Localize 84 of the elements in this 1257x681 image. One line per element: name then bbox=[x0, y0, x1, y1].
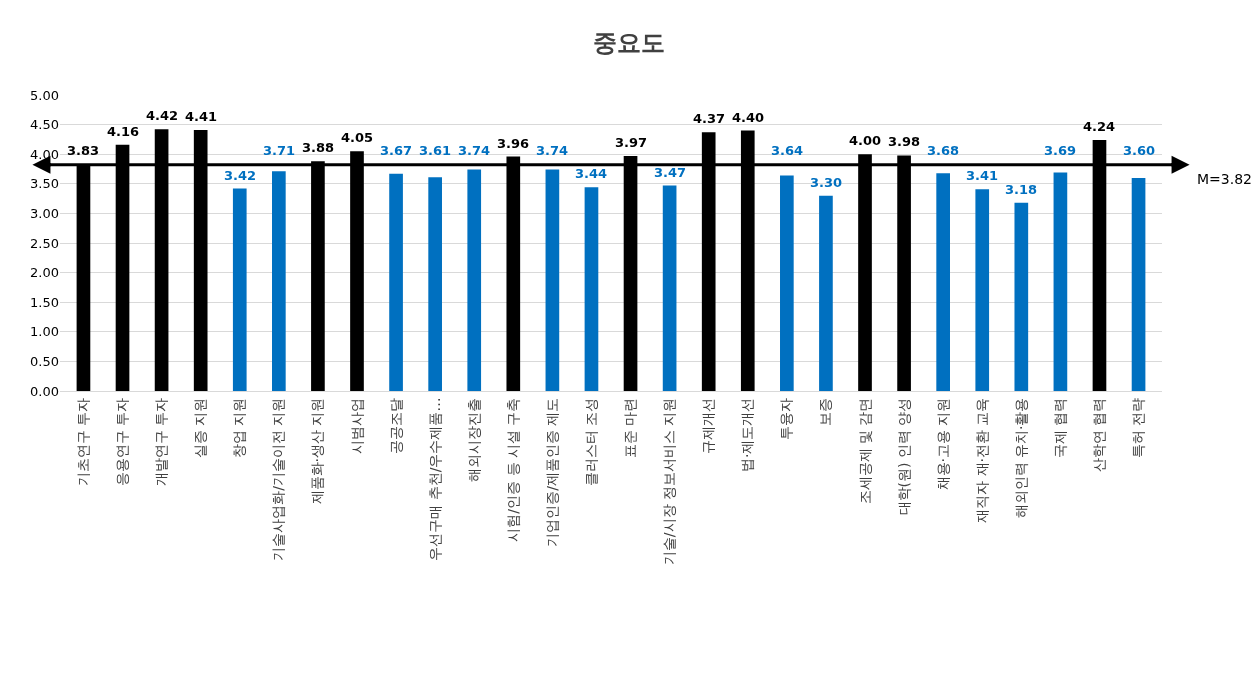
y-tick-label: 1.00 bbox=[30, 324, 59, 340]
x-tick-label: 공공조달 bbox=[387, 397, 404, 454]
data-label: 3.18 bbox=[1005, 182, 1038, 197]
data-label: 3.41 bbox=[966, 168, 999, 183]
data-label: 4.00 bbox=[849, 133, 882, 148]
bar bbox=[1053, 172, 1068, 391]
bar bbox=[1014, 202, 1029, 391]
y-tick-label: 5.00 bbox=[30, 87, 59, 103]
x-tick-label: 조세공제 및 감면 bbox=[856, 397, 873, 505]
x-tick-label: 보증 bbox=[817, 397, 834, 426]
data-label: 3.68 bbox=[927, 143, 960, 158]
y-tick-label: 0.00 bbox=[30, 383, 59, 399]
chart-title: 중요도 bbox=[592, 28, 665, 57]
x-tick-label: 기초연구 투자 bbox=[75, 397, 91, 487]
y-tick-label: 3.50 bbox=[30, 176, 59, 192]
bar bbox=[545, 169, 560, 391]
bar bbox=[467, 169, 482, 391]
data-label: 3.30 bbox=[810, 175, 843, 190]
x-tick-label: 해외인력 유치·활용 bbox=[1012, 397, 1029, 519]
data-label: 3.44 bbox=[575, 166, 608, 181]
ref-line-label: M=3.82 bbox=[1197, 171, 1252, 187]
bar bbox=[389, 173, 403, 391]
data-label: 3.74 bbox=[536, 143, 569, 158]
x-tick-label: 투융자 bbox=[778, 397, 795, 440]
x-tick-label: 해외시장진출 bbox=[465, 397, 482, 482]
bar bbox=[975, 189, 990, 391]
x-tick-label: 우선구매 추천/우수제품… bbox=[426, 397, 443, 561]
x-tick-label: 클러스터 조성 bbox=[583, 397, 600, 487]
bar bbox=[272, 171, 286, 391]
data-label: 4.37 bbox=[693, 111, 726, 126]
y-tick-label: 1.50 bbox=[30, 294, 59, 310]
data-label: 4.24 bbox=[1083, 119, 1116, 134]
data-label: 4.05 bbox=[341, 130, 374, 145]
data-label: 4.40 bbox=[732, 110, 765, 125]
y-tick-label: 4.00 bbox=[30, 146, 59, 162]
bar bbox=[1131, 177, 1146, 391]
x-tick-label: 시범사업 bbox=[348, 397, 365, 454]
data-label: 3.64 bbox=[771, 143, 804, 158]
x-tick-label: 시험/인증 등 시설 구축 bbox=[504, 397, 521, 542]
data-label: 3.47 bbox=[654, 165, 687, 180]
x-tick-label: 규제개선 bbox=[700, 397, 717, 454]
x-tick-label: 응용연구 투자 bbox=[114, 397, 131, 487]
data-label: 3.60 bbox=[1123, 143, 1156, 158]
data-label: 4.41 bbox=[185, 109, 218, 124]
x-tick-label: 기술사업화/기술이전 지원 bbox=[270, 397, 287, 561]
bar bbox=[584, 187, 599, 391]
x-tick-label: 채용·고용 지원 bbox=[934, 397, 951, 491]
x-tick-label: 개발연구 투자 bbox=[153, 397, 170, 487]
data-label: 3.74 bbox=[458, 143, 491, 158]
bar bbox=[662, 185, 677, 391]
data-label: 4.16 bbox=[107, 124, 140, 139]
data-label: 3.83 bbox=[67, 143, 100, 158]
data-label: 3.71 bbox=[263, 143, 296, 158]
x-tick-label: 특허 전략 bbox=[1130, 397, 1147, 459]
bar bbox=[819, 195, 833, 391]
x-tick-label: 법·제도개선 bbox=[739, 397, 756, 473]
x-tick-label: 대학(원) 인력 양성 bbox=[895, 397, 912, 516]
x-tick-label: 표준 마련 bbox=[622, 397, 639, 459]
y-tick-label: 2.00 bbox=[30, 265, 59, 281]
x-tick-label: 국제 협력 bbox=[1051, 397, 1068, 459]
bar bbox=[780, 175, 794, 391]
bar bbox=[232, 188, 247, 391]
data-label: 3.97 bbox=[615, 135, 648, 150]
data-label: 4.42 bbox=[146, 108, 179, 123]
y-tick-label: 2.50 bbox=[30, 235, 59, 251]
data-label: 3.98 bbox=[888, 134, 921, 149]
x-tick-label: 실증 지원 bbox=[192, 397, 209, 459]
bar bbox=[936, 173, 950, 391]
x-tick-label: 기술/시장 정보서비스 지원 bbox=[661, 397, 678, 566]
y-tick-label: 3.00 bbox=[30, 205, 59, 221]
data-label: 3.42 bbox=[224, 168, 257, 183]
x-tick-label: 산학연 협력 bbox=[1091, 397, 1108, 473]
bar bbox=[428, 177, 442, 391]
y-tick-label: 0.50 bbox=[30, 353, 59, 369]
data-label: 3.88 bbox=[302, 140, 335, 155]
data-label: 3.61 bbox=[419, 143, 452, 158]
x-tick-label: 창업 지원 bbox=[231, 397, 248, 459]
y-tick-label: 4.50 bbox=[30, 117, 59, 133]
data-label: 3.69 bbox=[1044, 143, 1077, 158]
x-tick-label: 기업인증/제품인증 제도 bbox=[543, 397, 560, 547]
data-label: 3.67 bbox=[380, 143, 413, 158]
x-tick-label: 재직자 재·전환 교육 bbox=[973, 397, 990, 523]
data-label: 3.96 bbox=[497, 136, 530, 151]
x-tick-label: 제품화·생산 지원 bbox=[309, 397, 326, 505]
